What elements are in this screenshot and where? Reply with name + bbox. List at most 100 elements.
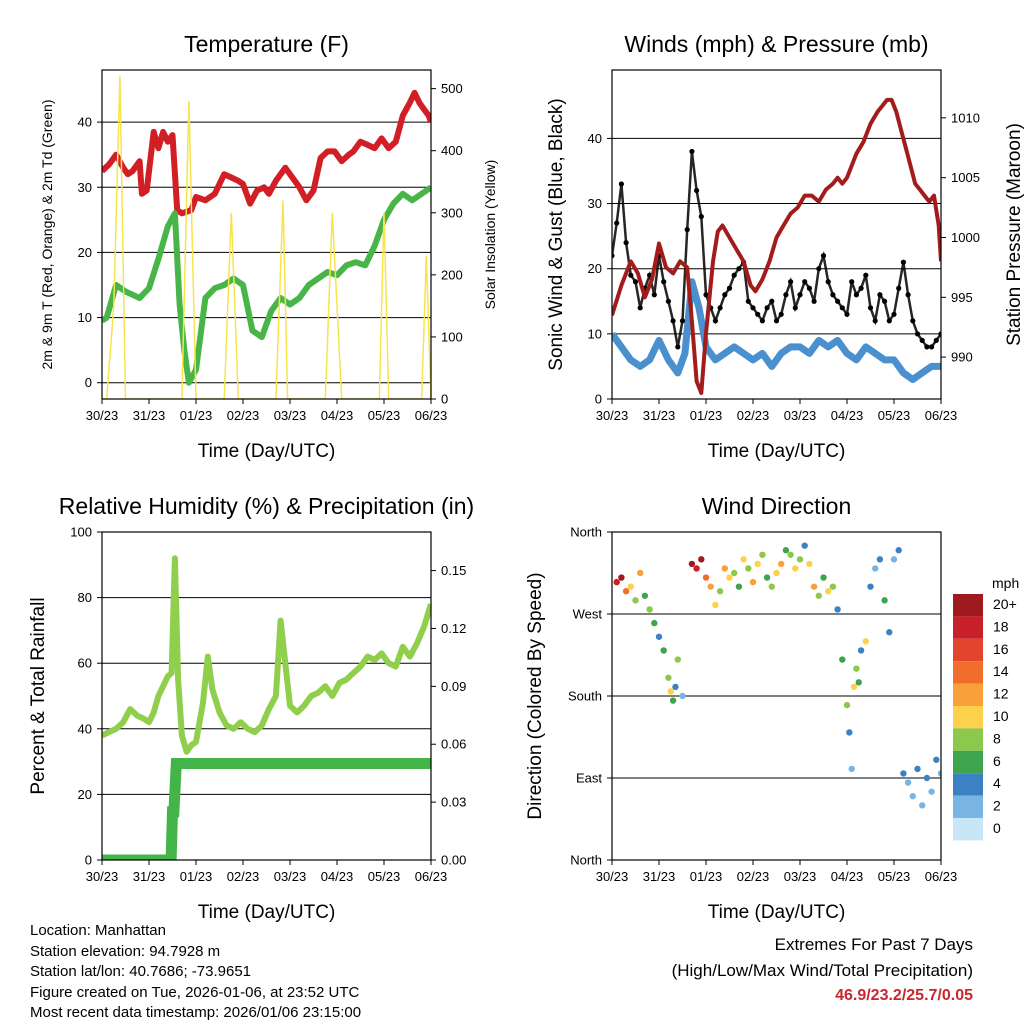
direction-point [735,583,743,590]
colorbar-swatch [953,773,983,796]
colorbar-label: 14 [993,663,1009,679]
colorbar-label: 12 [993,686,1009,702]
y-tick-label: East [576,771,602,786]
panel-winds: Winds (mph) & Pressure (mb) 0 10 20 30 40 990 9… [546,31,1024,462]
colorbar-swatch [953,638,983,662]
direction-point [669,697,677,704]
direction-point [674,656,681,663]
y-axis-label: Sonic Wind & Gust (Blue, Black) [546,98,567,370]
colorbar-swatch [953,683,983,706]
colorbar-swatch [953,750,983,774]
series-2m-td [102,184,431,386]
direction-point [646,606,653,613]
plot-frame [611,69,942,400]
y2-tick-label: 500 [441,81,463,96]
direction-point [726,574,733,581]
extremes-title: Extremes For Past 7 Days [774,935,973,954]
y2-tick-label: 0.09 [441,679,466,694]
y-tick-label: West [573,607,603,622]
plot-area [613,542,941,809]
x-tick-label: 03/23 [784,869,817,884]
panel-humidity: Relative Humidity (%) & Precipitation (i… [28,493,474,923]
direction-point [872,565,879,572]
x-tick-label: 03/23 [274,869,307,884]
direction-point [909,793,916,800]
x-tick-label: 01/23 [690,869,723,884]
colorbar-label: 0 [993,820,1001,836]
y-tick-label: North [570,525,602,540]
x-tick-label: 04/23 [321,408,354,423]
x-axis-label: Time (Day/UTC) [708,902,846,923]
direction-point [895,547,902,554]
y-tick-label: 40 [78,115,92,130]
x-tick-label: 03/23 [784,408,817,423]
colorbar-label: 8 [993,730,1001,746]
direction-point [867,583,874,590]
colorbar-swatch [953,818,983,841]
y2-tick-label: 100 [441,329,463,344]
y-tick-label: 0 [85,853,92,868]
direction-point [665,674,672,681]
colorbar-label: 10 [993,708,1009,724]
direction-point [698,556,705,563]
y2-tick-label: 0.15 [441,563,466,578]
direction-point [754,560,761,568]
direction-point [843,701,851,709]
direction-point [834,606,841,613]
x-tick-label: 04/23 [831,408,864,423]
plot-frame [101,69,432,400]
x-tick-label: 04/23 [321,869,354,884]
y-axis-label: 2m & 9m T (Red, Orange) & 2m Td (Green) [39,100,55,370]
direction-point [876,556,884,563]
x-axis-label: Time (Day/UTC) [198,441,336,462]
series-sonic-wind [612,278,941,383]
direction-point [904,779,912,786]
direction-point [745,565,752,572]
y-tick-label: 20 [78,787,92,802]
x-axis-label: Time (Day/UTC) [708,441,846,462]
direction-point [815,592,822,599]
y2-tick-label: 990 [951,350,973,365]
direction-point [923,774,931,782]
x-tick-label: 01/23 [690,408,723,423]
x-tick-label: 04/23 [831,869,864,884]
direction-point [721,565,728,572]
x-tick-label: 05/23 [368,869,401,884]
direction-point [796,556,804,563]
direction-point [702,574,710,581]
y-tick-label: North [570,853,602,868]
x-tick-label: 02/23 [227,869,260,884]
colorbar-swatch [953,616,983,639]
x-tick-label: 02/23 [227,408,260,423]
colorbar-label: 2 [993,798,1001,814]
direction-point [853,665,860,672]
direction-point [919,802,926,809]
direction-point [862,638,869,645]
y2-tick-label: 400 [441,143,463,158]
direction-point [660,647,667,654]
elevation-text: Station elevation: 94.7928 m [30,942,221,960]
direction-point [679,692,686,700]
direction-point [881,597,888,604]
direction-point [933,756,940,763]
y-tick-label: 20 [78,245,92,260]
y2-axis-label: Station Pressure (Maroon) [1004,123,1024,346]
x-tick-label: 06/23 [925,869,958,884]
y2-tick-label: 1000 [951,230,980,245]
panel-temperature: Temperature (F)0102030400100200300400500… [39,31,498,462]
x-tick-label: 05/23 [878,408,911,423]
station-info: Location: Manhattan Station elevation: 9… [30,921,361,1024]
plot-frame [611,531,942,861]
direction-point [641,592,649,599]
direction-point [857,647,865,654]
y2-axis-label: Solar Insolation (Yellow) [482,160,498,310]
direction-point [655,633,663,640]
direction-point [688,560,696,568]
direction-point [890,556,898,563]
direction-point [749,578,757,586]
direction-point [829,583,837,590]
direction-point [937,770,941,777]
direction-point [886,629,893,636]
x-tick-label: 31/23 [133,408,166,423]
